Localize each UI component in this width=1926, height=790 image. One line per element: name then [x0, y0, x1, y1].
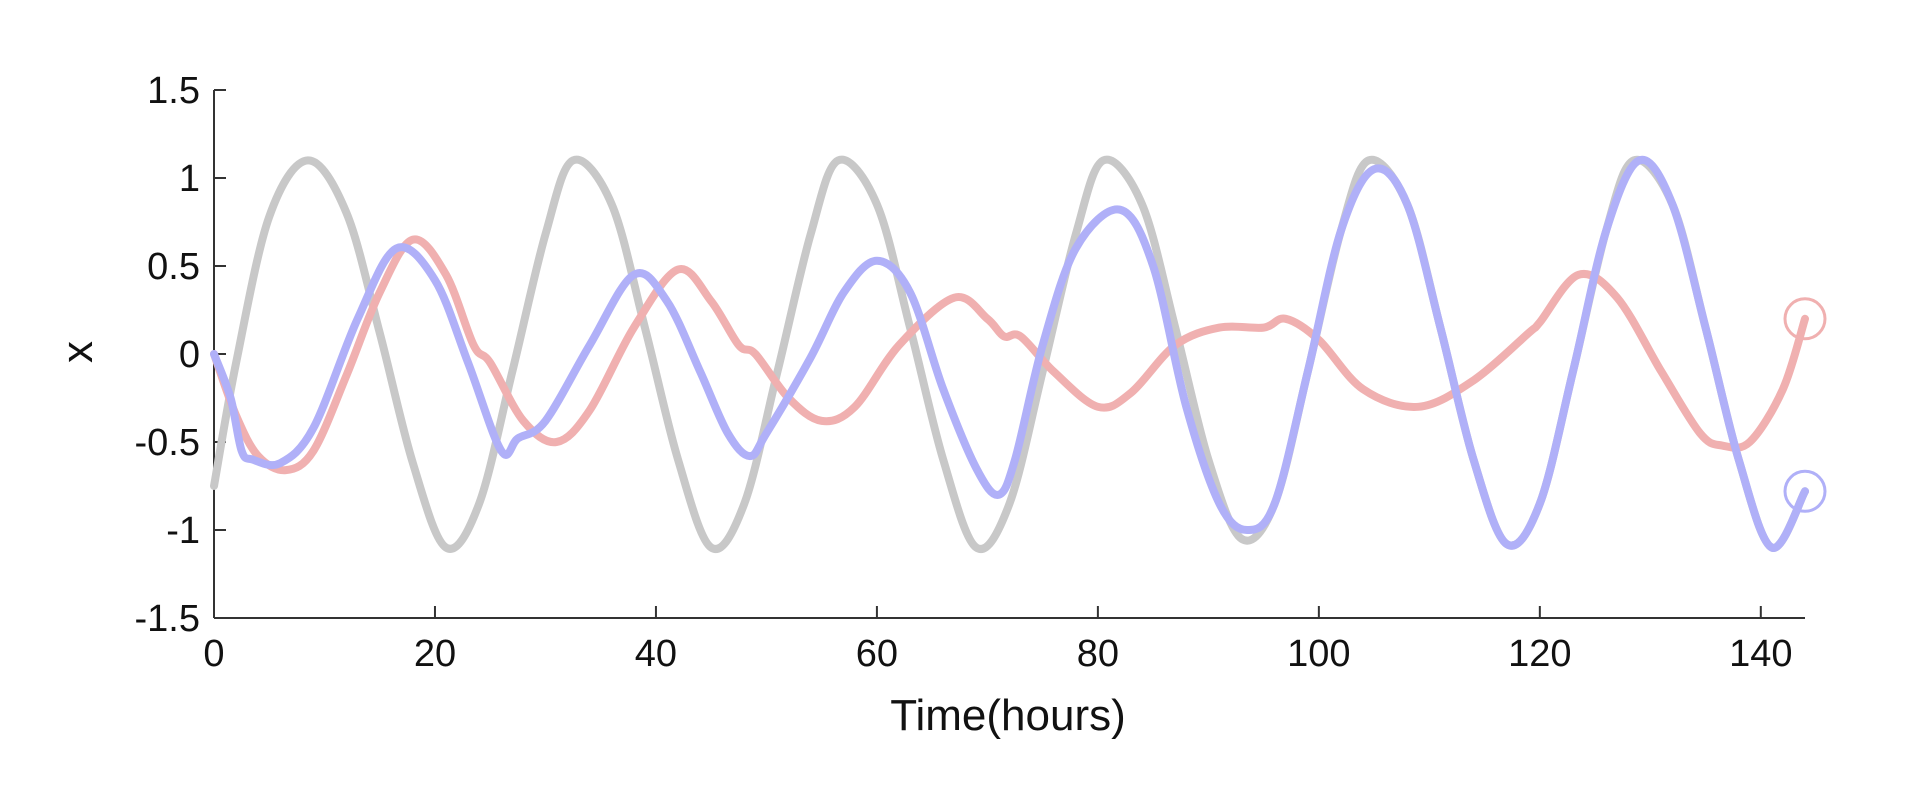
y-tick-label: -1: [166, 510, 200, 552]
x-tick-label: 0: [203, 633, 224, 675]
y-tick-label: 1: [179, 158, 200, 200]
gray-series-line: [210, 155, 1809, 553]
x-tick-label: 100: [1287, 633, 1350, 675]
blue-series-line: [210, 155, 1809, 552]
y-tick-label: 0.5: [147, 246, 200, 288]
blue-end-marker: [1783, 469, 1827, 513]
end-marker-group: [1783, 297, 1827, 513]
x-tick-label: 60: [856, 633, 898, 675]
y-tick-label: -1.5: [135, 598, 200, 640]
pink-series-line: [210, 235, 1809, 475]
x-tick-group: 0 20 40 60 80 100 120 140: [203, 606, 1793, 675]
y-axis-label: x: [53, 341, 102, 363]
x-tick-label: 20: [414, 633, 456, 675]
x-axis-label: Time(hours): [890, 691, 1126, 740]
x-tick-label: 140: [1729, 633, 1792, 675]
y-tick-label: 0: [179, 334, 200, 376]
x-tick-label: 40: [635, 633, 677, 675]
pink-end-marker: [1783, 297, 1827, 341]
x-tick-label: 120: [1508, 633, 1571, 675]
series-group: [210, 155, 1809, 553]
y-tick-label: 1.5: [147, 70, 200, 112]
x-tick-label: 80: [1077, 633, 1119, 675]
y-tick-label: -0.5: [135, 422, 200, 464]
x-axis: 0 20 40 60 80 100 120 140: [203, 606, 1805, 675]
